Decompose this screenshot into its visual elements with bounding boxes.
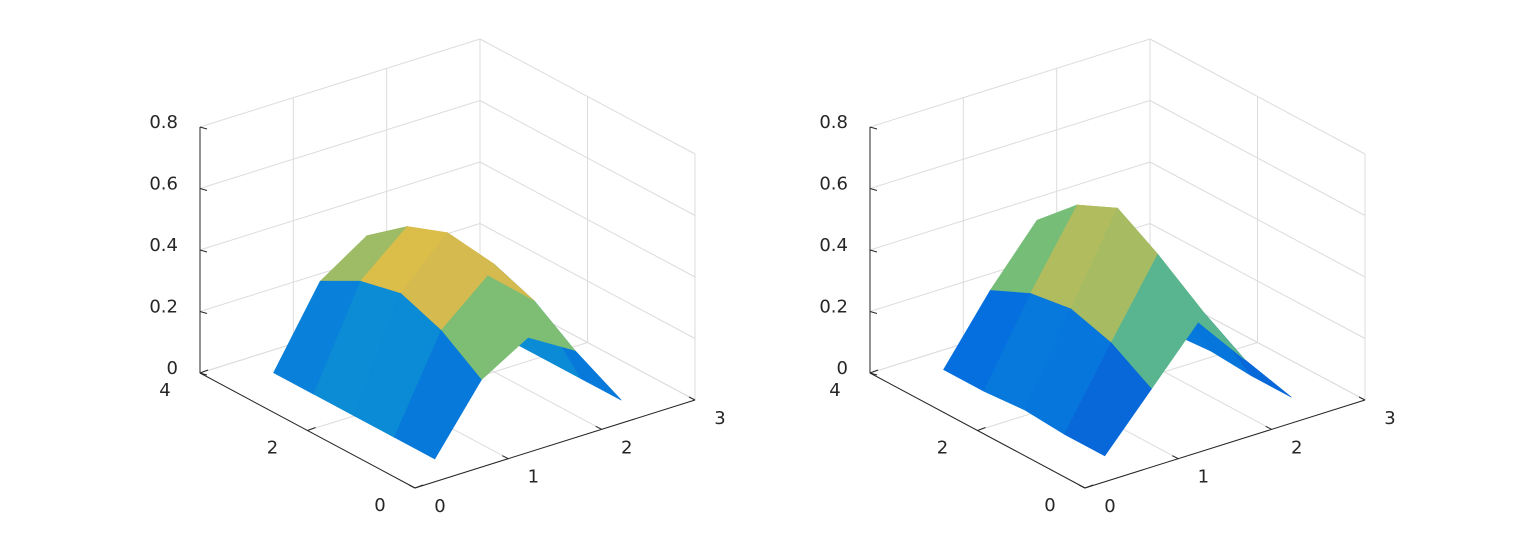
z-tick [869,311,878,314]
y-tick-label: 0 [374,495,385,516]
x-tick [1172,455,1179,460]
x-tick-label: 1 [1198,467,1209,488]
z-tick-label: 0.6 [149,174,178,195]
grid-line [479,100,696,216]
y-tick-label: 4 [159,380,170,401]
x-tick [688,396,696,401]
y-tick [977,427,986,431]
grid-line [869,100,1151,189]
y-tick [414,484,424,489]
z-tick-label: 0.6 [819,174,848,195]
grid-line [199,161,481,251]
grid-line [479,38,696,155]
z-tick [869,372,878,376]
x-axis [414,399,696,489]
z-tick [199,249,208,253]
y-tick-label: 0 [1044,495,1055,516]
grid-line [1149,38,1366,155]
x-tick [1358,396,1366,401]
x-tick-label: 2 [621,437,632,458]
z-tick [869,188,878,191]
y-tick [1084,484,1094,489]
z-tick-label: 0.8 [819,112,848,133]
x-tick-label: 2 [1291,437,1302,458]
z-tick [199,126,208,130]
grid-line [869,38,1151,128]
x-tick [595,425,602,430]
y-tick-label: 2 [267,438,278,459]
x-axis [1084,399,1366,489]
grid-line [199,100,481,189]
z-tick [199,311,208,314]
x-tick [1078,484,1086,489]
z-tick-label: 0.8 [149,112,178,133]
z-tick [869,126,878,130]
x-tick-label: 0 [434,496,445,517]
y-tick [307,427,316,431]
grid-line [1149,100,1366,216]
z-tick-label: 0 [167,358,178,379]
x-tick [408,484,416,489]
z-tick-label: 0.2 [149,297,178,318]
surface-patch [394,329,482,460]
x-tick-label: 0 [1104,496,1115,517]
z-tick-label: 0.2 [819,297,848,318]
surface-patch [1064,342,1152,457]
grid-line [479,223,696,339]
y-tick-label: 2 [937,438,948,459]
x-tick-label: 3 [714,408,725,429]
z-tick [199,372,208,376]
x-tick [502,455,509,460]
z-tick [199,188,208,191]
grid-line [479,161,696,278]
x-tick [1265,425,1272,430]
grid-line [1149,161,1366,278]
z-tick-label: 0 [837,358,848,379]
grid-line [1149,223,1366,339]
y-tick [199,369,209,374]
z-tick-label: 0.4 [149,235,178,256]
y-tick-label: 4 [829,380,840,401]
z-tick-label: 0.4 [819,235,848,256]
y-tick [869,369,879,374]
grid-line [199,38,481,128]
x-tick-label: 3 [1384,408,1395,429]
z-tick [869,249,878,253]
grid-line [869,161,1151,251]
x-tick-label: 1 [528,467,539,488]
